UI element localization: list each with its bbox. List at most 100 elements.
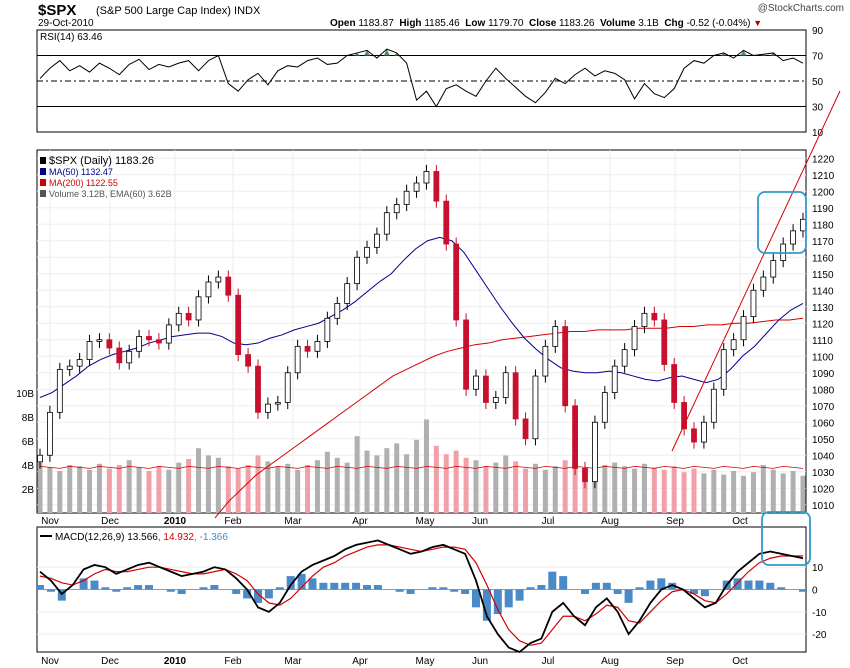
rsi-series — [39, 48, 804, 108]
candle-body — [146, 336, 152, 341]
high-value: 1185.46 — [424, 18, 460, 29]
rsi-y-axis: 90 70 50 30 10 — [812, 26, 824, 139]
macd-legend-part: , 14.932 — [158, 532, 195, 543]
price-tick-1120: 1120 — [812, 319, 834, 330]
volume-bar — [741, 475, 747, 513]
candle-body — [156, 339, 162, 344]
close-label: Close — [529, 18, 557, 29]
volume-bar — [770, 469, 776, 513]
volume-bar — [344, 462, 350, 513]
volume-bar — [711, 469, 717, 513]
macd-legend: MACD(12,26,9) 13.566, 14.932, -1.366 — [40, 532, 228, 543]
volume-bar — [572, 467, 578, 513]
macd-legend-part: 13.566 — [124, 532, 158, 543]
rsi-tick-30: 30 — [812, 103, 824, 114]
volume-bar — [503, 455, 509, 513]
x-label-feb: Feb — [224, 516, 242, 527]
candle-body — [492, 397, 499, 403]
candle-body — [334, 303, 341, 319]
volume-tick-4B: 4B — [22, 461, 35, 472]
volume-bar — [582, 469, 588, 513]
volume-bar — [661, 469, 667, 513]
candle-body — [691, 428, 697, 443]
candle-body — [47, 411, 53, 456]
candle-body — [423, 171, 430, 184]
x-label-mar: Mar — [284, 656, 302, 667]
macd-hist-bar — [624, 589, 633, 603]
volume-bar — [87, 469, 93, 513]
candle-body — [205, 281, 212, 298]
candle-body — [393, 204, 400, 214]
stockcharts-logo[interactable]: @StockCharts.com — [757, 3, 844, 14]
macd-hist-bar — [482, 589, 491, 621]
volume-bar — [285, 463, 291, 513]
candle-body — [265, 403, 271, 413]
candle-body — [235, 294, 242, 356]
candle-body — [245, 354, 251, 367]
volume-bar — [255, 455, 261, 513]
candle-body — [502, 372, 509, 398]
volume-bar — [632, 468, 638, 513]
macd-legend-text: MACD(12,26,9) 13.566, 14.932, -1.366 — [55, 532, 228, 543]
candle-body — [225, 276, 232, 296]
legend-volume-swatch — [40, 190, 46, 197]
volume-bar — [394, 443, 400, 513]
volume-bar — [671, 466, 677, 513]
volume-tick-10B: 10B — [16, 389, 34, 400]
open-value: 1183.87 — [358, 18, 394, 29]
candle-body — [483, 375, 489, 403]
candle-body — [126, 350, 133, 364]
volume-bar — [493, 462, 499, 513]
volume-bar — [612, 462, 618, 513]
macd-hist-bar — [254, 589, 262, 603]
volume-bars — [37, 419, 806, 513]
candle-body — [413, 182, 420, 192]
macd-hist-bar — [700, 589, 709, 597]
macd-hist-bar — [537, 585, 546, 590]
security-full-name: (S&P 500 Large Cap Index) — [96, 5, 231, 17]
candle-body — [463, 319, 469, 390]
candle-body — [274, 402, 281, 405]
macd-hist-bar — [406, 589, 415, 594]
candle-body — [740, 316, 747, 341]
x-label-nov: Nov — [41, 516, 59, 527]
macd-hist-bar — [581, 589, 589, 594]
legend-volume: Volume 3.12B, EMA(60) 3.62B — [49, 189, 172, 199]
x-label-nov: Nov — [41, 656, 59, 667]
volume-ema-line — [39, 465, 804, 469]
macd-hist-bar — [123, 587, 132, 590]
x-label-aug: Aug — [601, 516, 619, 527]
candle-body — [66, 365, 73, 370]
x-label-aug: Aug — [601, 656, 619, 667]
price-tick-1030: 1030 — [812, 468, 835, 479]
candle-body — [760, 276, 767, 291]
volume-tick-8B: 8B — [22, 413, 35, 424]
price-tick-1070: 1070 — [812, 402, 835, 413]
candle-body — [800, 218, 806, 232]
volume-bar — [780, 473, 786, 513]
volume-bar — [106, 468, 112, 513]
macd-panel: 10 0 -10 -20 MACD(12,26,9) 13.566, 14.932, … — [36, 511, 827, 654]
candle-body — [710, 388, 717, 423]
volume-bar — [473, 460, 479, 513]
volume-bar — [166, 469, 172, 513]
security-name: (S&P 500 Large Cap Index) INDX — [96, 5, 260, 17]
rsi-tick-70: 70 — [812, 52, 824, 63]
volume-bar — [800, 475, 806, 513]
volume-bar — [225, 466, 231, 513]
macd-hist-bar — [635, 587, 644, 590]
volume-bar — [96, 463, 102, 513]
candle-body — [542, 345, 549, 377]
candle-body — [641, 312, 648, 327]
macd-hist-bar — [330, 582, 339, 590]
macd-lines — [39, 539, 804, 654]
candle-body — [611, 365, 618, 393]
price-tick-1020: 1020 — [812, 484, 835, 495]
price-tick-1150: 1150 — [812, 270, 834, 281]
candle-body — [453, 243, 460, 321]
candle-body — [383, 212, 390, 235]
high-label: High — [399, 18, 422, 29]
candle-body — [562, 326, 569, 407]
candle-body — [86, 340, 93, 360]
